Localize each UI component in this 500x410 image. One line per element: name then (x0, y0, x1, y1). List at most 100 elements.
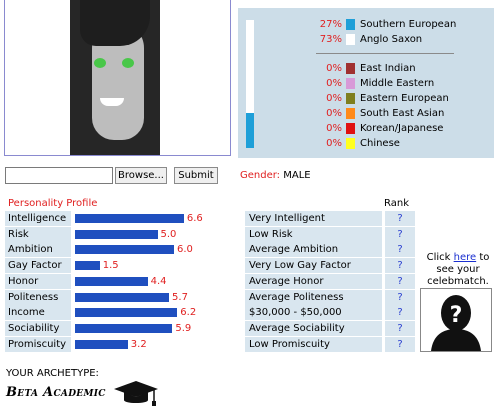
archetype-label: YOUR ARCHETYPE: (6, 368, 99, 379)
trait-description: Low Risk (245, 226, 382, 242)
trait-description: Average Sociability (245, 320, 382, 336)
trait-score: 5.7 (172, 291, 188, 303)
ethnicity-swatch (346, 18, 355, 30)
trait-row: Intelligence 6.6 Very Intelligent? (5, 211, 415, 226)
gender-label: Gender: (240, 170, 281, 181)
svg-text:?: ? (450, 303, 463, 328)
trait-score: 1.5 (102, 260, 119, 272)
ethnicity-bar (246, 20, 254, 148)
trait-score-bar (75, 245, 174, 255)
trait-score-bar (75, 339, 128, 349)
ethnicity-swatch (346, 107, 355, 119)
trait-description: Average Ambition (245, 242, 382, 258)
ethnicity-row: 0% Middle Eastern (308, 76, 434, 90)
ethnicity-swatch (346, 122, 355, 134)
celebmatch-avatar[interactable]: ? (420, 288, 492, 352)
file-path-input[interactable] (5, 167, 113, 184)
ethnicity-row: 0% East Indian (308, 61, 416, 75)
eye-marker-icon (94, 58, 106, 68)
trait-score-bar (75, 276, 148, 286)
ethnicity-label: Southern European (360, 18, 457, 30)
ethnicity-percent: 0% (326, 77, 342, 89)
ethnicity-percent: 27% (319, 18, 342, 30)
celebmatch-prefix: Click (426, 252, 454, 263)
trait-description: Very Intelligent (245, 211, 382, 226)
ethnicity-row: 0% South East Asian (308, 106, 444, 120)
trait-name: Income (5, 305, 71, 321)
trait-score-bar (75, 292, 170, 302)
ethnicity-label: Chinese (360, 137, 400, 149)
ethnicity-label: Middle Eastern (360, 77, 435, 89)
ethnicity-row: 73% Anglo Saxon (308, 32, 422, 46)
trait-row: Promiscuity 3.2 Low Promiscuity? (5, 336, 415, 352)
ethnicity-percent: 73% (319, 33, 342, 45)
graduation-cap-icon (114, 381, 158, 406)
trait-description: Average Honor (245, 273, 382, 289)
ethnicity-swatch (346, 92, 355, 104)
trait-description: Low Promiscuity (245, 336, 382, 352)
trait-score: 6.0 (177, 244, 193, 256)
ethnicity-swatch (346, 33, 355, 45)
trait-rank-link[interactable]: ? (385, 258, 415, 274)
trait-row: Honor 4.4 Average Honor? (5, 273, 415, 289)
trait-rank-link[interactable]: ? (385, 211, 415, 226)
gender-display: Gender: MALE (240, 170, 311, 181)
trait-row: Ambition 6.0 Average Ambition? (5, 242, 415, 258)
ethnicity-percent: 0% (326, 62, 342, 74)
trait-score-bar (75, 323, 173, 333)
trait-rank-link[interactable]: ? (385, 226, 415, 242)
trait-rank-link[interactable]: ? (385, 289, 415, 305)
ethnicity-percent: 0% (326, 122, 342, 134)
trait-name: Sociability (5, 320, 71, 336)
trait-score: 6.6 (186, 213, 203, 224)
trait-score: 3.2 (130, 338, 147, 350)
trait-name: Ambition (5, 242, 71, 258)
trait-row: Politeness 5.7 Average Politeness? (5, 289, 415, 305)
ethnicity-label: Anglo Saxon (360, 33, 423, 45)
trait-row: Gay Factor 1.5 Very Low Gay Factor? (5, 258, 415, 274)
trait-rank-link[interactable]: ? (385, 320, 415, 336)
trait-rank-link[interactable]: ? (385, 242, 415, 258)
ethnicity-swatch (346, 62, 355, 74)
browse-button[interactable]: Browse... (115, 167, 167, 184)
submit-button[interactable]: Submit (174, 167, 218, 184)
trait-description: Average Politeness (245, 289, 382, 305)
trait-rank-link[interactable]: ? (385, 336, 415, 352)
trait-row: Income 6.2 $30,000 - $50,000? (5, 305, 415, 321)
ethnicity-swatch (346, 77, 355, 89)
celebmatch-link[interactable]: here (453, 252, 477, 263)
trait-score-bar (75, 229, 158, 239)
photo-frame (4, 0, 231, 156)
trait-score: 4.4 (150, 275, 167, 287)
ethnicity-label: East Indian (360, 62, 416, 74)
unknown-person-icon: ? (421, 289, 491, 351)
archetype-name: Beta Academic (6, 385, 106, 400)
trait-score: 5.9 (175, 322, 192, 334)
trait-name: Intelligence (5, 211, 71, 226)
ethnicity-row: 27% Southern European (308, 17, 456, 31)
trait-score: 5.0 (160, 228, 177, 240)
ethnicity-row: 0% Korean/Japanese (308, 121, 443, 135)
trait-score-bar (75, 214, 184, 223)
ethnicity-label: Korean/Japanese (360, 122, 444, 134)
ethnicity-percent: 0% (326, 137, 342, 149)
trait-description: $30,000 - $50,000 (245, 305, 382, 321)
ethnicity-percent: 0% (326, 107, 342, 119)
ethnicity-percent: 0% (326, 92, 342, 104)
trait-name: Risk (5, 226, 71, 242)
trait-score-bar (75, 261, 100, 271)
trait-name: Gay Factor (5, 258, 71, 274)
ethnicity-swatch (346, 137, 355, 149)
ethnicity-divider (316, 53, 454, 54)
trait-rank-link[interactable]: ? (385, 273, 415, 289)
celebmatch-text: Click here to see your celebmatch. (420, 252, 496, 288)
ethnicity-panel: 27% Southern European 73% Anglo Saxon 0% East… (238, 8, 494, 158)
trait-rank-link[interactable]: ? (385, 305, 415, 321)
ethnicity-bar-fill (246, 113, 254, 148)
gender-value: MALE (283, 170, 311, 181)
trait-name: Politeness (5, 289, 71, 305)
trait-name: Honor (5, 273, 71, 289)
ethnicity-row: 0% Chinese (308, 136, 400, 150)
ethnicity-row: 0% Eastern European (308, 91, 449, 105)
trait-name: Promiscuity (5, 336, 71, 352)
